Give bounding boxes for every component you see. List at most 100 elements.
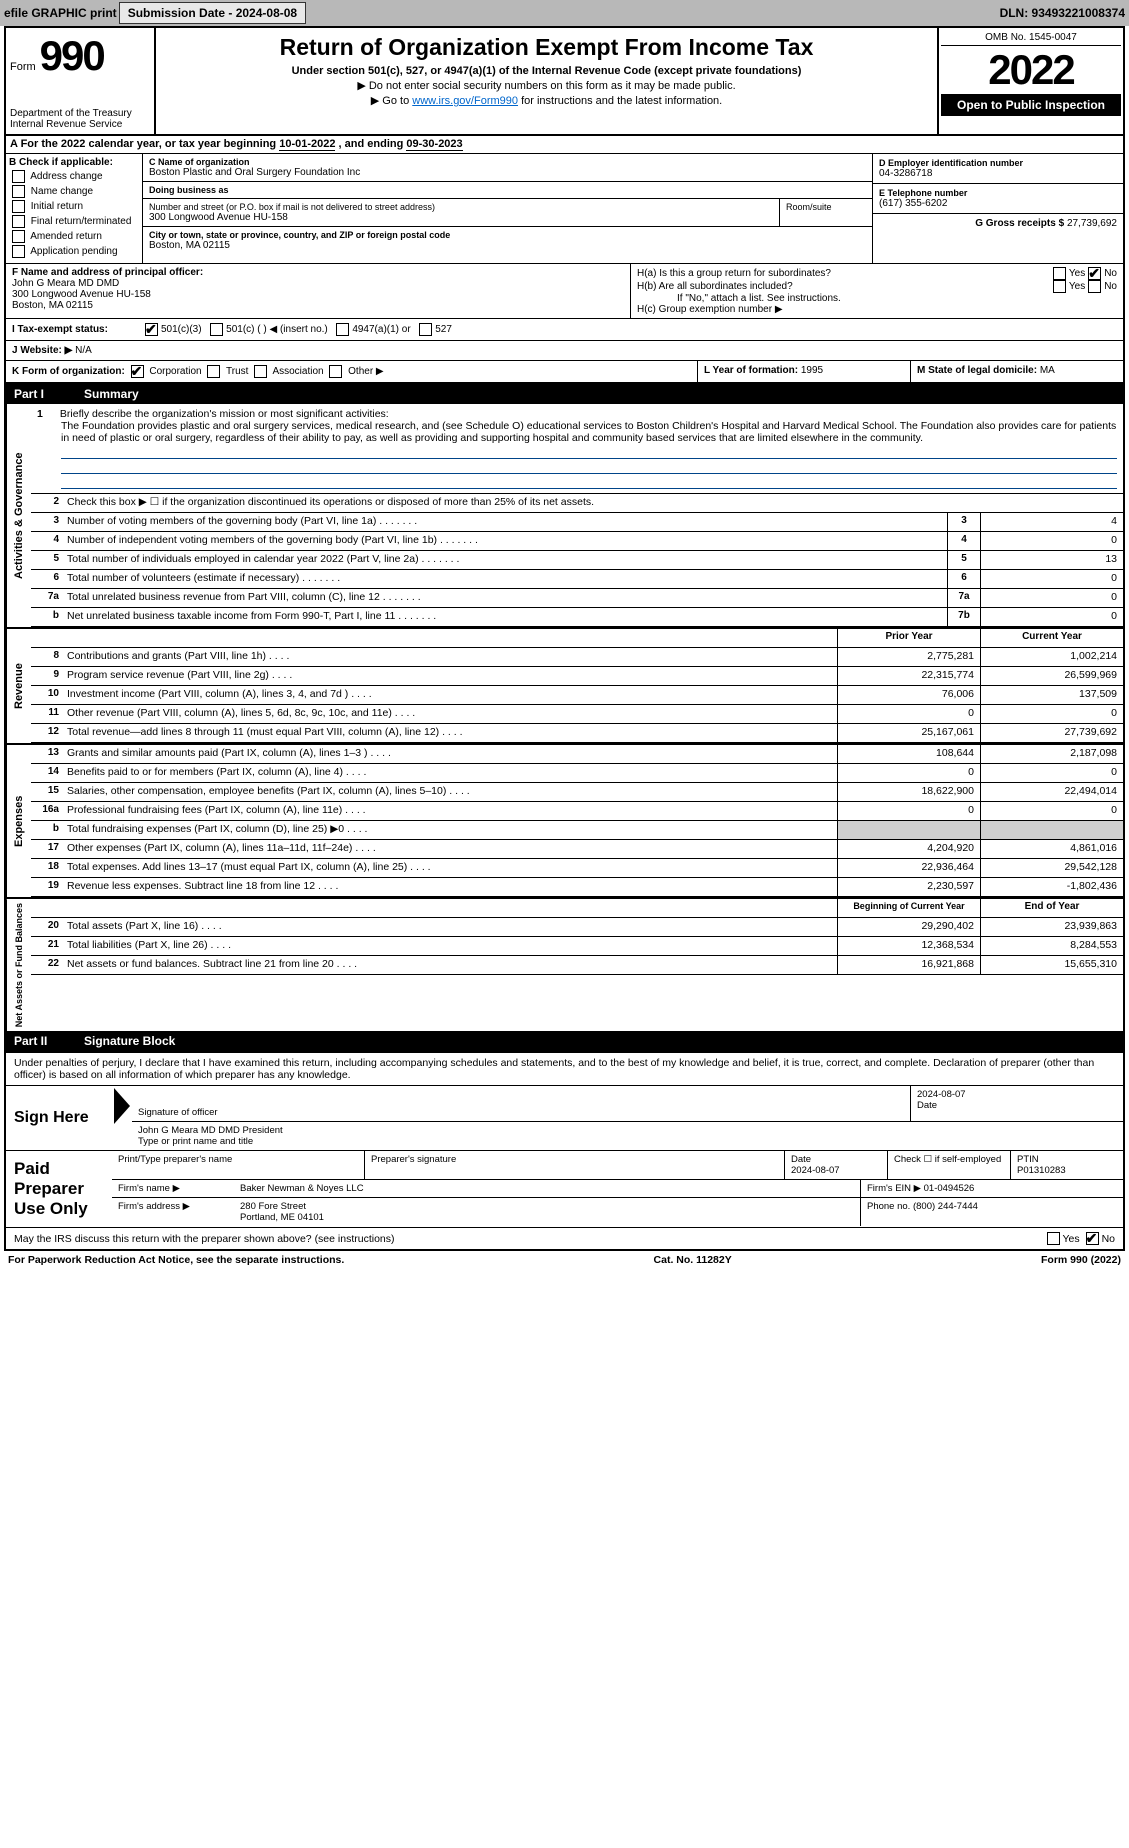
section-b: B Check if applicable: Address change Na… (6, 154, 143, 263)
chk-4947[interactable] (336, 323, 349, 336)
table-row: 17Other expenses (Part IX, column (A), l… (31, 840, 1123, 859)
section-h: H(a) Is this a group return for subordin… (631, 264, 1123, 318)
chk-application-pending[interactable] (12, 245, 25, 258)
page-footer: For Paperwork Reduction Act Notice, see … (0, 1251, 1129, 1269)
officer-name: John G Meara MD DMD (12, 278, 624, 289)
table-row: 14Benefits paid to or for members (Part … (31, 764, 1123, 783)
table-row: 5Total number of individuals employed in… (31, 551, 1123, 570)
period-end: 09-30-2023 (406, 138, 462, 151)
chk-hb-no[interactable] (1088, 280, 1101, 293)
period-begin: 10-01-2022 (279, 138, 335, 151)
chk-amended[interactable] (12, 230, 25, 243)
form-note-ssn: ▶ Do not enter social security numbers o… (164, 79, 929, 92)
chk-address-change[interactable] (12, 170, 25, 183)
chk-discuss-no[interactable] (1086, 1232, 1099, 1245)
block-expenses: Expenses 13Grants and similar amounts pa… (6, 745, 1123, 899)
table-row: 6Total number of volunteers (estimate if… (31, 570, 1123, 589)
part-ii-header: Part II Signature Block (6, 1031, 1123, 1051)
section-i: I Tax-exempt status: 501(c)(3) 501(c) ( … (6, 319, 1123, 341)
irs-form990-link[interactable]: www.irs.gov/Form990 (412, 95, 518, 107)
table-row: 8Contributions and grants (Part VIII, li… (31, 648, 1123, 667)
chk-corporation[interactable] (131, 365, 144, 378)
officer-printed-name: John G Meara MD DMD President (138, 1125, 1117, 1136)
table-row: bNet unrelated business taxable income f… (31, 608, 1123, 627)
submission-date-button[interactable]: Submission Date - 2024-08-08 (119, 2, 306, 24)
section-k: K Form of organization: Corporation Trus… (6, 361, 697, 382)
table-row: 12Total revenue—add lines 8 through 11 (… (31, 724, 1123, 743)
header-center: Return of Organization Exempt From Incom… (156, 28, 937, 134)
chk-527[interactable] (419, 323, 432, 336)
table-row: 9Program service revenue (Part VIII, lin… (31, 667, 1123, 686)
form-header: Form 990 Department of the Treasury Inte… (6, 28, 1123, 136)
chk-initial-return[interactable] (12, 200, 25, 213)
section-f: F Name and address of principal officer:… (6, 264, 631, 318)
city-state-zip: Boston, MA 02115 (149, 240, 866, 251)
block-netassets: Net Assets or Fund Balances Beginning of… (6, 899, 1123, 1031)
chk-501c[interactable] (210, 323, 223, 336)
irs-label: Internal Revenue Service (10, 119, 150, 130)
firm-phone: (800) 244-7444 (913, 1201, 978, 1212)
form-note-link: ▶ Go to www.irs.gov/Form990 for instruct… (164, 94, 929, 107)
chk-trust[interactable] (207, 365, 220, 378)
efile-label: efile GRAPHIC print (4, 6, 117, 20)
ein: 04-3286718 (879, 168, 1117, 179)
part-i-header: Part I Summary (6, 384, 1123, 404)
vlabel-revenue: Revenue (6, 629, 31, 743)
chk-association[interactable] (254, 365, 267, 378)
chk-501c3[interactable] (145, 323, 158, 336)
table-row: 11Other revenue (Part VIII, column (A), … (31, 705, 1123, 724)
mission-text: The Foundation provides plastic and oral… (61, 420, 1116, 444)
paid-preparer-row: Paid Preparer Use Only Print/Type prepar… (6, 1151, 1123, 1228)
street-address: 300 Longwood Avenue HU-158 (149, 212, 773, 223)
org-name: Boston Plastic and Oral Surgery Foundati… (149, 167, 866, 178)
table-row: 16aProfessional fundraising fees (Part I… (31, 802, 1123, 821)
form-990-container: Form 990 Department of the Treasury Inte… (4, 26, 1125, 1053)
firm-name: Baker Newman & Noyes LLC (234, 1180, 861, 1197)
block-governance: Activities & Governance 1 Briefly descri… (6, 404, 1123, 629)
table-row: 13Grants and similar amounts paid (Part … (31, 745, 1123, 764)
tax-year: 2022 (941, 46, 1121, 94)
website-value: N/A (75, 345, 92, 356)
table-row: 15Salaries, other compensation, employee… (31, 783, 1123, 802)
sign-here-label: Sign Here (6, 1086, 112, 1150)
chk-final-return[interactable] (12, 215, 25, 228)
table-row: 21Total liabilities (Part X, line 26) . … (31, 937, 1123, 956)
form-number: 990 (40, 32, 104, 80)
ptin: P01310283 (1017, 1165, 1117, 1176)
chk-ha-no[interactable] (1088, 267, 1101, 280)
chk-discuss-yes[interactable] (1047, 1232, 1060, 1245)
table-row: 18Total expenses. Add lines 13–17 (must … (31, 859, 1123, 878)
table-row: 7aTotal unrelated business revenue from … (31, 589, 1123, 608)
table-row: 19Revenue less expenses. Subtract line 1… (31, 878, 1123, 897)
preparer-date: 2024-08-07 (791, 1165, 881, 1176)
chk-ha-yes[interactable] (1053, 267, 1066, 280)
section-l: L Year of formation: 1995 (697, 361, 910, 382)
header-right: OMB No. 1545-0047 2022 Open to Public In… (937, 28, 1123, 134)
arrow-icon (114, 1088, 130, 1124)
table-row: bTotal fundraising expenses (Part IX, co… (31, 821, 1123, 840)
section-d: D Employer identification number 04-3286… (873, 154, 1123, 263)
table-row: 20Total assets (Part X, line 16) . . . .… (31, 918, 1123, 937)
vlabel-expenses: Expenses (6, 745, 31, 897)
dept-treasury: Department of the Treasury (10, 108, 150, 119)
table-row: 10Investment income (Part VIII, column (… (31, 686, 1123, 705)
chk-hb-yes[interactable] (1053, 280, 1066, 293)
open-public-badge: Open to Public Inspection (941, 94, 1121, 116)
chk-name-change[interactable] (12, 185, 25, 198)
omb-number: OMB No. 1545-0047 (941, 30, 1121, 46)
chk-other[interactable] (329, 365, 342, 378)
table-row: 4Number of independent voting members of… (31, 532, 1123, 551)
tax-period-row: A For the 2022 calendar year, or tax yea… (6, 136, 1123, 154)
gross-receipts: 27,739,692 (1067, 218, 1117, 229)
section-c: C Name of organization Boston Plastic an… (143, 154, 873, 263)
paid-preparer-label: Paid Preparer Use Only (6, 1151, 112, 1227)
firm-ein: 01-0494526 (924, 1183, 975, 1194)
mission-block: 1 Briefly describe the organization's mi… (31, 404, 1123, 494)
perjury-declaration: Under penalties of perjury, I declare th… (6, 1053, 1123, 1086)
form-title: Return of Organization Exempt From Incom… (164, 34, 929, 61)
section-j: J Website: ▶ N/A (6, 341, 1123, 361)
firm-address-1: 280 Fore Street (240, 1201, 854, 1212)
block-revenue: Revenue Prior Year Current Year 8Contrib… (6, 629, 1123, 745)
firm-address-2: Portland, ME 04101 (240, 1212, 854, 1223)
table-row: 22Net assets or fund balances. Subtract … (31, 956, 1123, 975)
